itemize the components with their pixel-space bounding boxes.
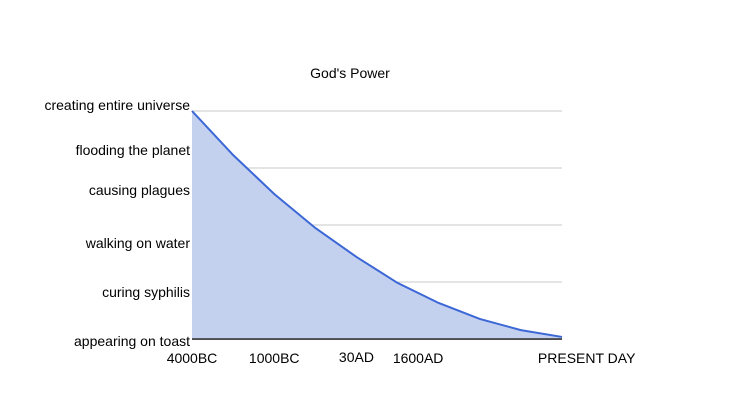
area-series — [191, 110, 563, 340]
x-tick-label: 4000BC — [167, 350, 218, 366]
x-tick-label: PRESENT DAY — [538, 350, 636, 366]
x-tick-label: 1000BC — [249, 350, 300, 366]
y-tick-label: appearing on toast — [74, 333, 190, 349]
x-tick-label: 30AD — [339, 349, 374, 365]
x-tick-label: 1600AD — [393, 350, 444, 366]
y-tick-label: curing syphilis — [102, 284, 190, 300]
chart-title: God's Power — [310, 65, 390, 81]
area-fill — [192, 111, 562, 339]
y-tick-label: walking on water — [85, 235, 191, 251]
x-tick-labels: 4000BC 1000BC 30AD 1600AD PRESENT DAY — [167, 349, 636, 366]
y-tick-labels: creating entire universe flooding the pla… — [44, 97, 190, 349]
y-tick-label: creating entire universe — [44, 97, 190, 113]
series-line — [191, 110, 563, 338]
y-tick-label: flooding the planet — [76, 142, 191, 158]
y-tick-label: causing plagues — [89, 182, 190, 198]
